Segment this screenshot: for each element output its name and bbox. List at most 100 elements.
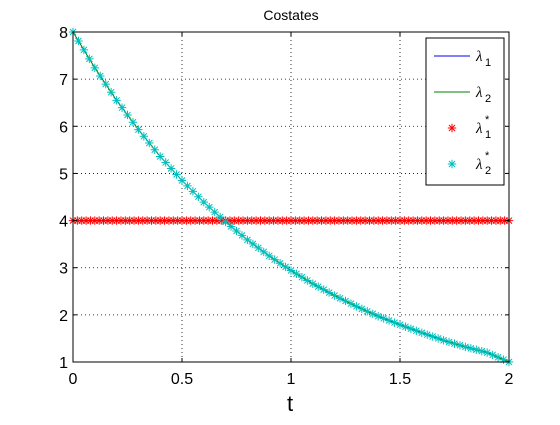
data-point [404, 216, 413, 225]
x-tick-label: 1 [287, 371, 296, 388]
data-point [129, 216, 139, 225]
data-point [275, 259, 285, 268]
data-point [334, 216, 344, 225]
data-point [156, 216, 165, 225]
data-point [401, 322, 410, 331]
series-1-star [68, 216, 514, 225]
data-point [487, 216, 496, 225]
data-point [103, 216, 113, 225]
legend-label-subscript: 2 [485, 165, 491, 177]
data-point [90, 63, 99, 73]
data-point [443, 216, 453, 225]
data-point [256, 216, 265, 225]
data-point [265, 216, 274, 225]
data-point [491, 216, 501, 225]
data-point [423, 330, 432, 339]
data-point [190, 216, 200, 225]
x-tick-label: 1.5 [389, 371, 411, 388]
data-point [99, 216, 108, 225]
x-tick-label: 2 [505, 371, 514, 388]
data-point [496, 216, 505, 225]
data-point [77, 216, 86, 225]
data-point [374, 312, 383, 321]
data-point [374, 216, 383, 225]
data-point [369, 216, 379, 225]
data-point [439, 216, 448, 225]
legend-item: λ 2 * [447, 150, 491, 177]
data-point [147, 216, 156, 225]
data-point [493, 353, 503, 362]
data-point [243, 216, 252, 225]
data-point [273, 216, 283, 225]
data-point [368, 309, 377, 318]
data-point [433, 334, 443, 343]
data-point [106, 88, 116, 97]
data-point [390, 318, 399, 327]
data-point [94, 216, 104, 225]
data-point [304, 216, 313, 225]
data-point [142, 216, 152, 225]
data-point [199, 216, 208, 225]
data-point [254, 243, 263, 253]
y-tick-label: 7 [59, 72, 68, 89]
data-point [260, 216, 270, 225]
data-point [477, 346, 486, 356]
data-point [281, 262, 290, 272]
ticks: 0 0.5 1 1.5 2 1 2 3 4 5 6 7 8 [59, 25, 513, 388]
data-point [166, 164, 176, 173]
data-point [391, 216, 400, 225]
data-point [426, 216, 435, 225]
data-point [151, 216, 161, 225]
legend-label-subscript: 1 [485, 129, 491, 141]
data-point [128, 118, 138, 127]
data-point [96, 71, 105, 81]
y-tick-label: 3 [59, 261, 68, 278]
data-point [282, 216, 291, 225]
data-point [308, 279, 317, 288]
data-point [194, 192, 203, 201]
data-point [101, 79, 110, 89]
data-point [295, 216, 304, 225]
data-point [247, 216, 256, 225]
x-axis-label: t [287, 391, 293, 416]
data-point [134, 125, 143, 134]
x-tick-label: 0 [69, 371, 78, 388]
data-point [469, 216, 479, 225]
data-point [145, 138, 154, 148]
data-point [79, 45, 89, 55]
legend-label: λ [475, 121, 483, 137]
y-tick-label: 4 [59, 214, 68, 231]
data-point [123, 110, 132, 120]
data-point [330, 216, 339, 225]
legend-label-superscript: * [485, 114, 490, 126]
data-point [183, 181, 192, 191]
data-point [225, 216, 235, 225]
data-point [199, 197, 208, 207]
data-point [466, 344, 476, 353]
data-point [81, 216, 91, 225]
data-point [286, 216, 296, 225]
data-point [303, 276, 312, 285]
data-point [339, 216, 348, 225]
data-point [352, 216, 361, 225]
legend-label-subscript: 1 [485, 57, 491, 69]
data-point [186, 216, 195, 225]
data-point [286, 266, 296, 275]
data-point [85, 54, 94, 64]
data-point [232, 226, 241, 236]
data-point [195, 216, 204, 225]
data-point [108, 216, 117, 225]
data-point [343, 216, 352, 225]
legend-label: λ [475, 157, 483, 173]
legend-box [425, 37, 505, 186]
data-point [363, 307, 372, 316]
y-tick-label: 1 [59, 355, 68, 372]
data-point [117, 103, 127, 112]
data-point [417, 328, 426, 337]
data-point [365, 216, 374, 225]
data-point [270, 255, 279, 264]
data-point [125, 216, 134, 225]
data-point [478, 216, 488, 225]
